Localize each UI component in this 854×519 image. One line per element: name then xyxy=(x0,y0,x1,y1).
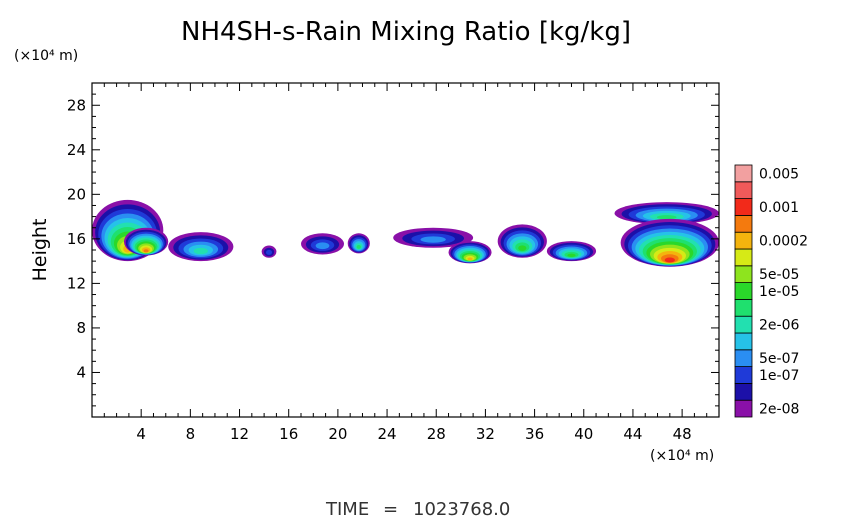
x-tick-label: 36 xyxy=(525,425,544,443)
field-cell xyxy=(123,227,169,256)
field-contour xyxy=(315,242,330,250)
x-tick-label: 24 xyxy=(378,425,397,443)
colorbar-swatch xyxy=(734,231,753,250)
x-tick-label: 16 xyxy=(279,425,298,443)
time-label: TIME xyxy=(325,499,369,519)
y-tick-label: 4 xyxy=(76,363,86,381)
field-cell xyxy=(261,245,277,258)
y-tick-label: 16 xyxy=(67,230,86,248)
field-contour xyxy=(567,253,576,257)
colorbar-swatch xyxy=(734,282,753,300)
field-contour xyxy=(518,245,527,251)
colorbar-swatch xyxy=(734,315,753,334)
time-value: 1023768.0 xyxy=(413,499,510,519)
colorbar-swatch xyxy=(734,198,753,216)
x-unit-label: (×10⁴ m) xyxy=(650,448,714,464)
y-tick-label: 24 xyxy=(67,141,86,159)
colorbar-label: 2e-06 xyxy=(759,318,799,334)
colorbar-swatch xyxy=(734,399,753,418)
field-cell xyxy=(168,232,234,262)
mixing-ratio-field xyxy=(92,199,719,267)
field-cell xyxy=(614,202,719,225)
colorbar-swatch xyxy=(734,164,753,183)
colorbar-swatch xyxy=(734,214,753,233)
colorbar-label: 0.001 xyxy=(759,200,799,216)
chart-title: NH4SH-s-Rain Mixing Ratio [kg/kg] xyxy=(181,17,631,47)
field-cell xyxy=(546,241,597,262)
colorbar-swatch xyxy=(734,332,753,351)
colorbar-label: 5e-05 xyxy=(759,267,799,283)
y-unit-label: (×10⁴ m) xyxy=(14,48,78,64)
colorbar-swatch xyxy=(734,349,753,367)
field-contour xyxy=(664,257,675,263)
colorbar-label: 5e-07 xyxy=(759,351,799,367)
field-contour xyxy=(143,249,149,253)
field-cell xyxy=(620,218,719,267)
x-tick-label: 44 xyxy=(623,425,642,443)
field-cell xyxy=(347,233,370,254)
colorbar-swatch xyxy=(734,298,753,317)
field-cell xyxy=(393,227,474,248)
colorbar-label: 1e-05 xyxy=(759,284,799,300)
field-contour xyxy=(265,249,273,255)
colorbar-swatch xyxy=(734,248,753,267)
colorbar-label: 2e-08 xyxy=(759,402,799,418)
x-tick-label: 12 xyxy=(230,425,249,443)
field-contour xyxy=(656,215,677,220)
x-tick-label: 8 xyxy=(186,425,196,443)
y-tick-label: 20 xyxy=(67,185,86,203)
colorbar-label: 1e-07 xyxy=(759,368,799,384)
x-tick-label: 28 xyxy=(427,425,446,443)
y-axis-label: Height xyxy=(29,219,51,282)
x-tick-label: 40 xyxy=(574,425,593,443)
colorbar-label: 0.0002 xyxy=(759,234,808,250)
x-tick-label: 20 xyxy=(328,425,347,443)
colorbar-swatch xyxy=(734,382,753,401)
time-equals: = xyxy=(383,499,398,519)
x-tick-label: 48 xyxy=(673,425,692,443)
field-contour xyxy=(420,236,446,243)
field-contour xyxy=(467,257,473,261)
colorbar-label: 0.005 xyxy=(759,166,799,182)
time-footer: TIME = 1023768.0 xyxy=(325,499,510,519)
x-tick-label: 4 xyxy=(136,425,146,443)
colorbar-swatch xyxy=(734,265,753,283)
y-tick-label: 28 xyxy=(67,96,86,114)
y-tick-label: 8 xyxy=(76,319,86,337)
field-contour xyxy=(356,245,361,249)
colorbar-swatch xyxy=(734,181,753,200)
field-cell xyxy=(448,241,492,264)
field-contour xyxy=(193,247,208,255)
colorbar-swatch xyxy=(734,366,753,384)
x-tick-label: 32 xyxy=(476,425,495,443)
field-cell xyxy=(301,233,345,255)
y-tick-label: 12 xyxy=(67,274,86,292)
field-cell xyxy=(497,224,547,258)
